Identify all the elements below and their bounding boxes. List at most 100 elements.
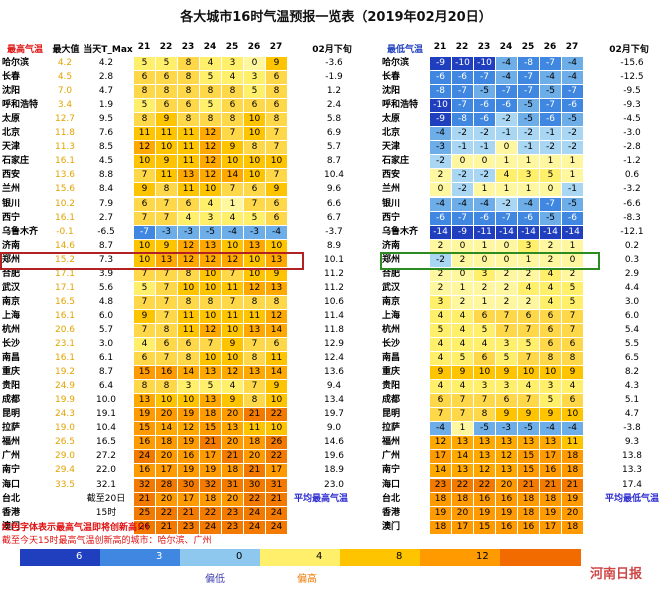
temp-cell: -4 xyxy=(540,422,561,436)
temp-cell: 12 xyxy=(134,141,155,155)
temp-cell: 2 xyxy=(474,281,495,295)
city-name: 拉萨 xyxy=(2,423,21,434)
max-value: 6.1 xyxy=(98,353,114,364)
city-name: 沈阳 xyxy=(382,86,401,97)
temp-cell: 13 xyxy=(474,436,495,450)
temp-cell: 30 xyxy=(178,478,199,492)
temp-cell: -4 xyxy=(562,422,583,436)
table-row: 重庆 19.2 8.7 15 16 14 13 12 13 14 13.6 xyxy=(0,366,344,380)
table-row: 台北 18 18 16 16 18 18 19 平均最低气温 xyxy=(0,492,672,507)
avg-value: 17.1 xyxy=(54,268,76,279)
decade-value: 17.4 xyxy=(621,479,643,490)
table-row: 成都 19.9 10.0 13 10 10 13 9 8 10 13.4 xyxy=(0,394,344,408)
temp-cell: 18 xyxy=(200,492,221,506)
temp-cell: 17 xyxy=(156,464,177,478)
temp-cell: 4 xyxy=(178,211,199,225)
decade-value: -1.9 xyxy=(325,72,343,83)
temp-cell: 8 xyxy=(178,352,199,366)
temp-cell: 4 xyxy=(540,281,561,295)
temp-cell: 18 xyxy=(518,506,539,520)
temp-cell: 2 xyxy=(430,239,451,253)
temp-cell: 7 xyxy=(134,295,155,309)
temp-cell: -3 xyxy=(178,225,199,239)
decade-value: 2.9 xyxy=(624,268,640,279)
temp-cell: 11 xyxy=(156,169,177,183)
city-name: 香港 xyxy=(382,507,401,518)
city-name: 南京 xyxy=(2,296,21,307)
temp-cell: 7 xyxy=(156,352,177,366)
table-row: 石家庄 -2 0 0 1 1 1 1 -1.2 xyxy=(0,155,672,169)
temp-cell: 6 xyxy=(178,338,199,351)
temp-cell: -7 xyxy=(452,99,473,113)
city-name: 银川 xyxy=(382,198,401,209)
temp-cell: 7 xyxy=(496,323,517,337)
note-record-cities: 截至今天15时最高气温创新高的城市：哈尔滨、广州 xyxy=(2,536,212,546)
header-cell: 最大值 xyxy=(52,45,80,55)
temp-cell: 7 xyxy=(244,197,265,211)
temp-cell: 3 xyxy=(496,338,517,351)
decade-value: -2.8 xyxy=(623,142,641,153)
temp-cell: 30 xyxy=(244,478,265,492)
temp-cell: 8 xyxy=(200,295,221,309)
legend-swatch xyxy=(180,549,261,566)
max-value: 19.1 xyxy=(95,409,117,420)
header-cell: 当天T_Max xyxy=(83,45,133,55)
max-value: 3.0 xyxy=(98,339,114,349)
decade-value: 13.8 xyxy=(621,451,643,462)
temp-cell: 32 xyxy=(134,478,155,492)
temp-cell: 11 xyxy=(244,422,265,436)
temp-cell: 9 xyxy=(266,267,287,281)
legend-tick: 4 xyxy=(316,551,323,562)
temp-cell: 14 xyxy=(430,464,451,478)
city-name: 郑州 xyxy=(382,254,401,265)
temp-cell: 10 xyxy=(222,155,243,169)
temp-cell: 10 xyxy=(222,239,243,253)
decade-value: 8.7 xyxy=(326,156,342,167)
temp-cell: 1 xyxy=(518,253,539,267)
temp-cell: -7 xyxy=(540,197,561,211)
temp-cell: 13 xyxy=(244,366,265,380)
temp-cell: 10 xyxy=(244,127,265,141)
temp-cell: 20 xyxy=(156,408,177,422)
table-row: 昆明 7 7 8 9 9 9 10 4.7 xyxy=(0,408,672,422)
temp-cell: 2 xyxy=(562,267,583,281)
decade-value: -6.6 xyxy=(623,198,641,209)
legend-swatch xyxy=(500,549,581,566)
temp-cell: 15 xyxy=(134,366,155,380)
temp-cell: 12 xyxy=(200,169,221,183)
avg-value: 24.9 xyxy=(54,381,76,392)
temp-cell: 4 xyxy=(540,295,561,309)
table-row: 沈阳 -8 -7 -5 -7 -7 -5 -7 -9.5 xyxy=(0,85,672,99)
avg-value: 4.5 xyxy=(57,72,73,83)
temp-cell: 20 xyxy=(222,408,243,422)
temp-cell: 6 xyxy=(474,309,495,323)
temp-cell: 6 xyxy=(518,309,539,323)
avg-value: 19.2 xyxy=(54,367,76,378)
temp-cell: 31 xyxy=(222,478,243,492)
table-row: 广州 29.0 27.2 24 20 16 17 21 20 22 19.6 xyxy=(0,450,344,464)
table-row: 上海 16.1 6.0 9 7 11 10 11 11 12 11.4 xyxy=(0,309,344,324)
temp-cell: 2 xyxy=(430,267,451,281)
temp-cell: 6 xyxy=(266,211,287,225)
temp-cell: 7 xyxy=(222,183,243,197)
avg-value: 19.9 xyxy=(54,395,76,406)
temp-cell: 12 xyxy=(266,309,287,323)
temp-cell: 9 xyxy=(222,394,243,408)
avg-value: 14.6 xyxy=(54,240,76,251)
temp-cell: 9 xyxy=(156,113,177,127)
max-value: -6.5 xyxy=(97,226,115,237)
table-row: 银川 10.2 7.9 6 7 6 4 1 7 6 6.6 xyxy=(0,197,341,212)
temp-cell: 10 xyxy=(222,352,243,366)
avg-value: 16.5 xyxy=(54,296,76,307)
temp-cell: 6 xyxy=(266,338,287,351)
temp-cell: 8 xyxy=(474,408,495,422)
temp-cell: 10 xyxy=(200,281,221,295)
temp-cell: 7 xyxy=(134,323,155,337)
temp-cell: -7 xyxy=(540,57,561,70)
temp-cell: 11 xyxy=(178,323,199,337)
avg-value: 19.0 xyxy=(54,423,76,434)
temp-cell: 10 xyxy=(200,309,221,323)
header-cell: 最高气温 xyxy=(6,45,43,55)
temp-cell: 9 xyxy=(496,366,517,380)
temp-cell: 8 xyxy=(222,113,243,127)
